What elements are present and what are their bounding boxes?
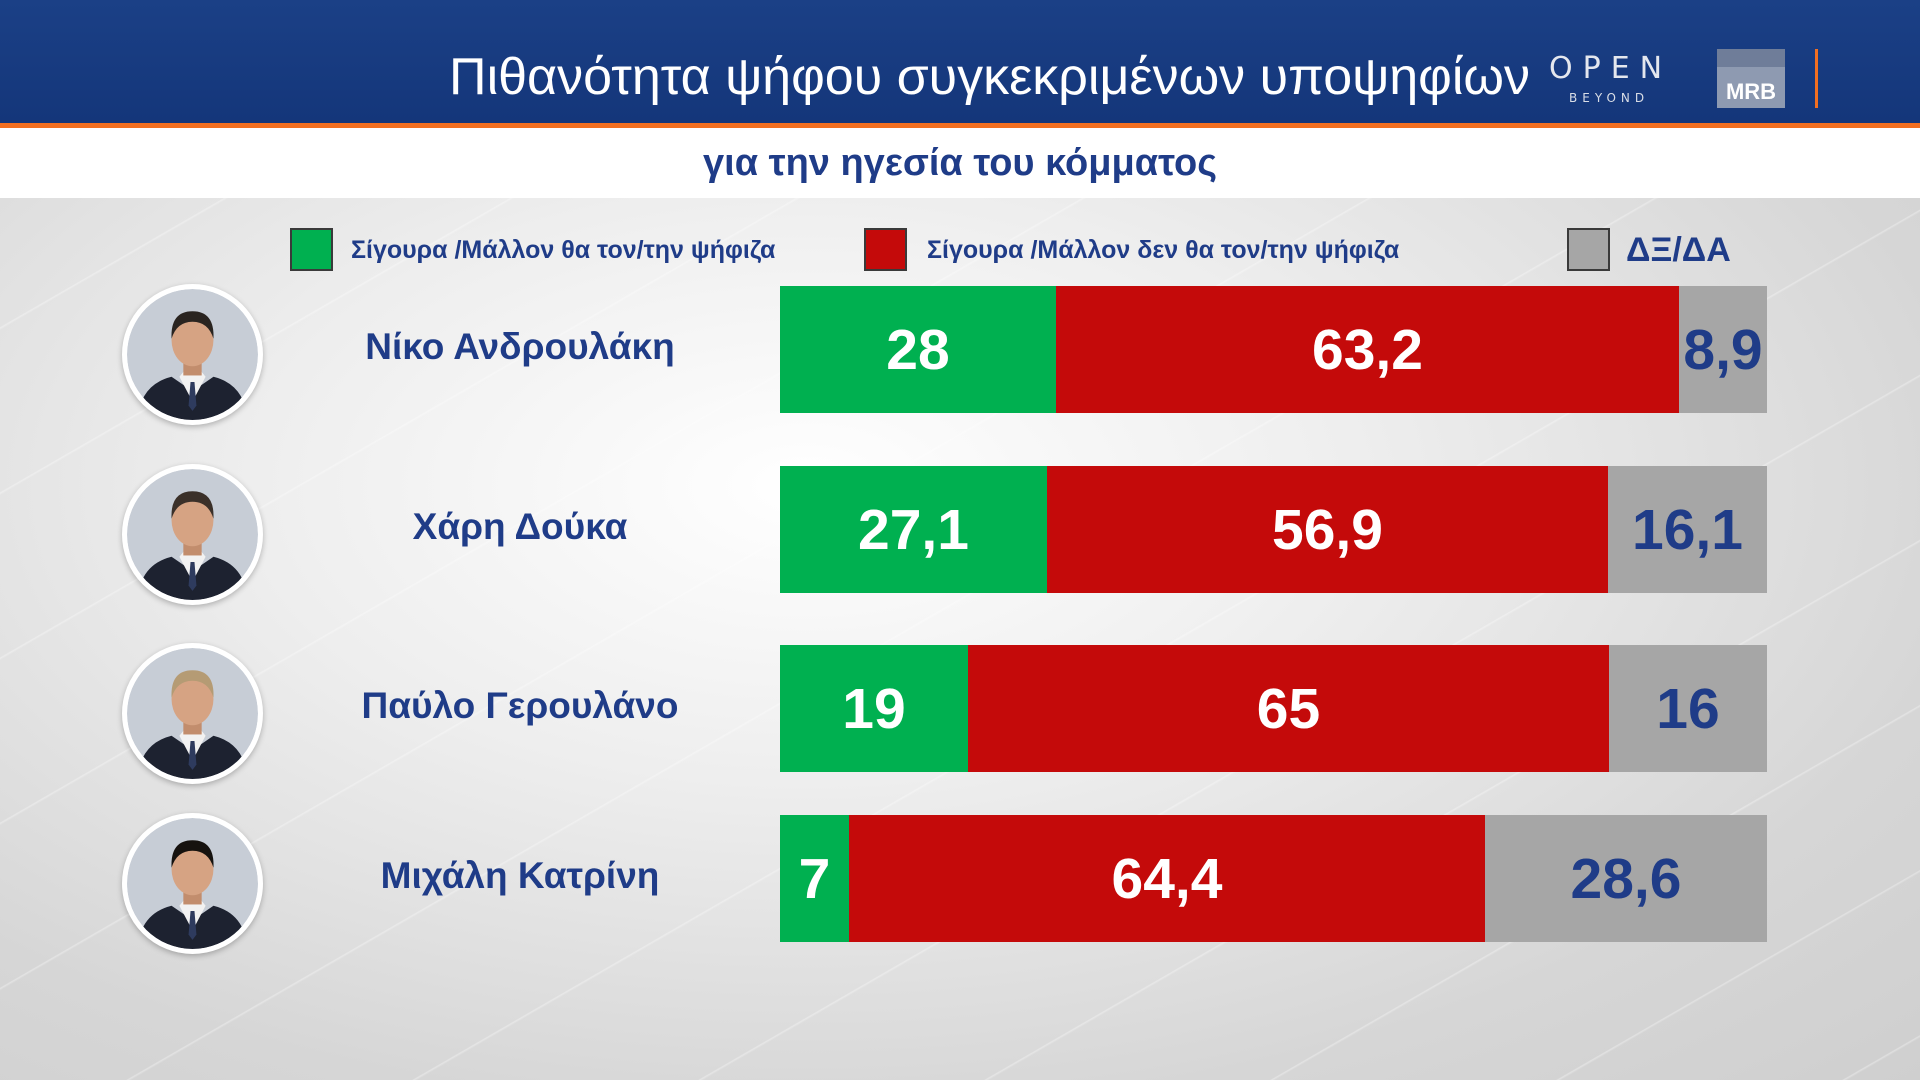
portrait-graphic xyxy=(127,469,258,600)
legend-label-yes: Σίγουρα /Μάλλον θα τον/την ψήφιζα xyxy=(351,236,776,264)
portrait-graphic xyxy=(127,818,258,949)
brand-divider xyxy=(1815,49,1818,108)
legend-label-dk: ΔΞ/ΔΑ xyxy=(1626,231,1731,269)
header-bar: Πιθανότητα ψήφου συγκεκριμένων υποψηφίων… xyxy=(0,0,1920,123)
portrait-graphic xyxy=(127,289,258,420)
value-label: 63,2 xyxy=(1312,317,1423,382)
bar-segment-dk: 16 xyxy=(1609,645,1767,772)
value-label: 7 xyxy=(798,846,831,911)
value-label: 28,6 xyxy=(1570,846,1682,911)
legend-swatch-yes xyxy=(290,228,333,271)
candidate-photo xyxy=(122,813,263,954)
page-subtitle: για την ηγεσία του κόμματος xyxy=(0,128,1920,198)
bar-segment-yes: 7 xyxy=(780,815,849,942)
open-logo: OPEN xyxy=(1549,51,1673,86)
mrb-logo: MRB xyxy=(1717,49,1785,108)
candidate-photo xyxy=(122,464,263,605)
mrb-logo-band xyxy=(1717,49,1785,67)
page-title: Πιθανότητα ψήφου συγκεκριμένων υποψηφίων xyxy=(449,48,1530,106)
candidate-photo xyxy=(122,643,263,784)
accent-line xyxy=(0,123,1920,128)
mrb-logo-text: MRB xyxy=(1725,79,1777,104)
candidate-name: Μιχάλη Κατρίνη xyxy=(380,854,660,896)
legend-swatch-no xyxy=(864,228,907,271)
bar-segment-yes: 28 xyxy=(780,286,1056,413)
value-label: 64,4 xyxy=(1111,846,1223,911)
bar-segment-dk: 8,9 xyxy=(1679,286,1767,413)
value-label: 56,9 xyxy=(1272,497,1383,562)
bar-segment-yes: 19 xyxy=(780,645,968,772)
open-logo-subtext: BEYOND xyxy=(1569,91,1650,105)
value-label: 28 xyxy=(886,317,950,382)
value-label: 19 xyxy=(842,676,906,741)
bar-segment-no: 63,2 xyxy=(1056,286,1679,413)
value-label: 27,1 xyxy=(858,497,969,562)
legend-swatch-dk xyxy=(1567,228,1610,271)
portrait-graphic xyxy=(127,648,258,779)
value-label: 16 xyxy=(1656,676,1720,741)
value-label: 8,9 xyxy=(1683,317,1763,382)
value-label: 16,1 xyxy=(1632,497,1743,562)
bar-segment-no: 56,9 xyxy=(1047,466,1608,593)
candidate-name: Χάρη Δούκα xyxy=(412,505,628,547)
bar-segment-no: 64,4 xyxy=(849,815,1485,942)
bar-segment-no: 65 xyxy=(968,645,1609,772)
candidate-name: Νίκο Ανδρουλάκη xyxy=(365,325,675,367)
legend-label-no: Σίγουρα /Μάλλον δεν θα τον/την ψήφιζα xyxy=(927,236,1400,264)
bar-segment-dk: 28,6 xyxy=(1485,815,1767,942)
bar-segment-dk: 16,1 xyxy=(1608,466,1767,593)
candidate-name: Παύλο Γερουλάνο xyxy=(361,684,679,726)
value-label: 65 xyxy=(1256,676,1321,741)
candidate-photo xyxy=(122,284,263,425)
bar-segment-yes: 27,1 xyxy=(780,466,1047,593)
